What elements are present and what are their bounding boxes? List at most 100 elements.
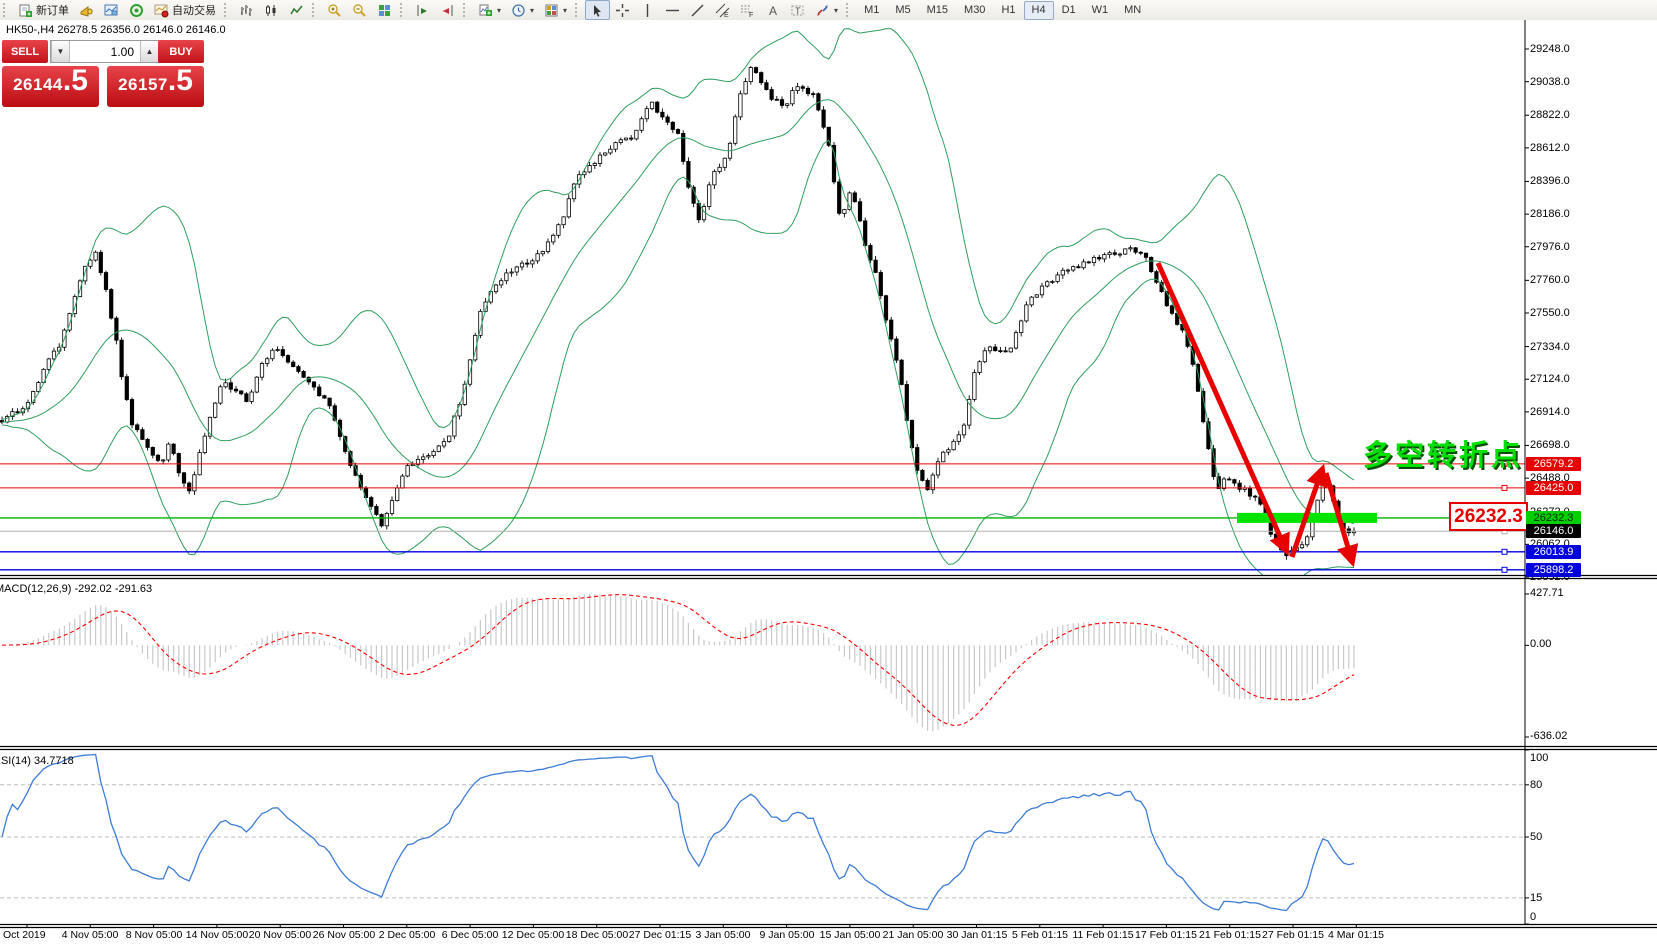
macd-scale-label: 427.71 — [1530, 587, 1564, 599]
time-tick-label: 14 Nov 05:00 — [185, 929, 249, 941]
chart-window-button[interactable] — [99, 0, 124, 20]
time-tick-label: 20 Nov 05:00 — [248, 929, 312, 941]
buy-price-main: 26157 — [118, 75, 168, 94]
rsi-scale-label: 50 — [1530, 831, 1543, 843]
vertical-line-icon — [640, 3, 655, 18]
vertical-line-button[interactable] — [635, 0, 660, 20]
time-tick-label: 27 Dec 01:15 — [628, 929, 692, 941]
line-chart-icon — [289, 3, 304, 18]
auto-scroll-icon — [415, 3, 430, 18]
time-tick-label: 21 Feb 01:15 — [1199, 929, 1261, 941]
toolbar-grip[interactable] — [463, 3, 470, 17]
price-tick-label: 27334.0 — [1530, 341, 1570, 353]
label-button[interactable]: T — [785, 0, 810, 20]
buy-price-button[interactable]: 26157.5 — [107, 66, 204, 107]
time-tick-label: 3 Jan 05:00 — [695, 929, 751, 941]
text-button[interactable]: A — [760, 0, 785, 20]
timeframe-button-w1[interactable]: W1 — [1091, 3, 1109, 16]
rsi-scale-label: 0 — [1530, 911, 1537, 923]
sell-tab[interactable]: SELL — [2, 40, 48, 63]
timeframe-button-m5[interactable]: M5 — [895, 3, 911, 16]
price-tick-label: 28612.0 — [1530, 142, 1570, 154]
time-tick-label: Oct 2019 — [3, 929, 46, 941]
time-tick-label: 2 Dec 05:00 — [378, 929, 436, 941]
annotation-price-box[interactable]: 26232.3 — [1449, 502, 1528, 531]
trendline-button[interactable] — [685, 0, 710, 20]
timeframe-button-mn[interactable]: MN — [1124, 3, 1142, 16]
time-tick-label: 26 Nov 05:00 — [312, 929, 376, 941]
timeframe-button-m1[interactable]: M1 — [864, 3, 880, 16]
clock-icon — [511, 3, 526, 18]
time-tick-label: 8 Nov 05:00 — [125, 929, 183, 941]
timeframe-button-m30[interactable]: M30 — [964, 3, 986, 16]
toolbar-grip[interactable] — [312, 3, 319, 17]
indicators-button[interactable]: ▾ — [473, 0, 506, 20]
macd-scale-label: 0.00 — [1530, 638, 1552, 650]
macd-scale-label: -636.02 — [1530, 730, 1568, 742]
templates-icon — [544, 3, 559, 18]
timeframe-button-h1[interactable]: H1 — [1001, 3, 1016, 16]
buy-price-fraction: .5 — [167, 64, 193, 97]
fibonacci-icon: F — [740, 3, 755, 18]
buy-tab[interactable]: BUY — [158, 40, 204, 63]
chart-shift-button[interactable] — [435, 0, 460, 20]
svg-text:T: T — [795, 6, 801, 16]
price-line-label: 26146.0 — [1526, 524, 1581, 538]
price-tick-label: 28186.0 — [1530, 208, 1570, 220]
toolbar-grip[interactable] — [400, 3, 407, 17]
signals-button[interactable] — [124, 0, 149, 20]
autotrading-button[interactable]: 自动交易 — [149, 0, 221, 20]
crosshair-icon — [615, 3, 630, 18]
price-tick-label: 27760.0 — [1530, 274, 1570, 286]
auto-scroll-button[interactable] — [410, 0, 435, 20]
timeframe-button-m15[interactable]: M15 — [926, 3, 949, 16]
new-order-icon — [18, 3, 33, 18]
price-chart-canvas[interactable] — [0, 20, 1657, 944]
arrows-button[interactable]: ▾ — [810, 0, 843, 20]
autotrading-label: 自动交易 — [172, 5, 216, 17]
dropdown-caret-icon: ▾ — [834, 5, 839, 15]
sell-price-button[interactable]: 26144.5 — [2, 66, 99, 107]
megaphone-button[interactable] — [74, 0, 99, 20]
toolbar: 新订单 自动交易 — [0, 0, 1657, 21]
price-tick-label: 26914.0 — [1530, 406, 1570, 418]
volume-input[interactable]: 1.00 — [110, 44, 134, 59]
label-icon: T — [790, 3, 805, 18]
chart-window[interactable]: HK50-,H4 26278.5 26356.0 26146.0 26146.0… — [0, 20, 1657, 944]
equidistant-channel-button[interactable]: E — [710, 0, 735, 20]
candlestick-chart-icon — [264, 3, 279, 18]
bar-chart-button[interactable] — [234, 0, 259, 20]
chart-title: HK50-,H4 26278.5 26356.0 26146.0 26146.0 — [6, 24, 226, 36]
crosshair-button[interactable] — [610, 0, 635, 20]
new-order-button[interactable]: 新订单 — [13, 0, 74, 20]
annotation-text[interactable]: 多空转折点 — [1363, 438, 1524, 472]
tile-windows-button[interactable] — [372, 0, 397, 20]
volume-down-button[interactable]: ▼ — [51, 41, 70, 62]
line-chart-button[interactable] — [284, 0, 309, 20]
toolbar-grip[interactable] — [224, 3, 231, 17]
candlestick-chart-button[interactable] — [259, 0, 284, 20]
svg-text:F: F — [749, 12, 753, 18]
tile-windows-icon — [377, 3, 392, 18]
horizontal-line-button[interactable] — [660, 0, 685, 20]
timeframe-toolbar: M1 M5 M15 M30 H1 H4 D1 W1 MN — [856, 0, 1149, 20]
timeframe-button-d1[interactable]: D1 — [1061, 3, 1076, 16]
zoom-in-button[interactable] — [322, 0, 347, 20]
zoom-out-button[interactable] — [347, 0, 372, 20]
cursor-icon — [590, 3, 605, 18]
bar-chart-icon — [239, 3, 254, 18]
rsi-label: RSI(14) 34.7718 — [0, 755, 74, 767]
periods-button[interactable]: ▾ — [506, 0, 539, 20]
volume-up-button[interactable]: ▲ — [140, 41, 159, 62]
templates-button[interactable]: ▾ — [539, 0, 572, 20]
timeframe-button-h4[interactable]: H4 — [1023, 0, 1054, 20]
toolbar-grip[interactable] — [3, 3, 10, 17]
time-tick-label: 9 Jan 05:00 — [759, 929, 815, 941]
cursor-button[interactable] — [585, 0, 611, 20]
toolbar-grip[interactable] — [575, 3, 582, 17]
price-line-label: 26425.0 — [1526, 481, 1581, 495]
toolbar-grip[interactable] — [846, 3, 853, 17]
fibonacci-button[interactable]: F — [735, 0, 760, 20]
time-tick-label: 5 Feb 01:15 — [1011, 929, 1069, 941]
